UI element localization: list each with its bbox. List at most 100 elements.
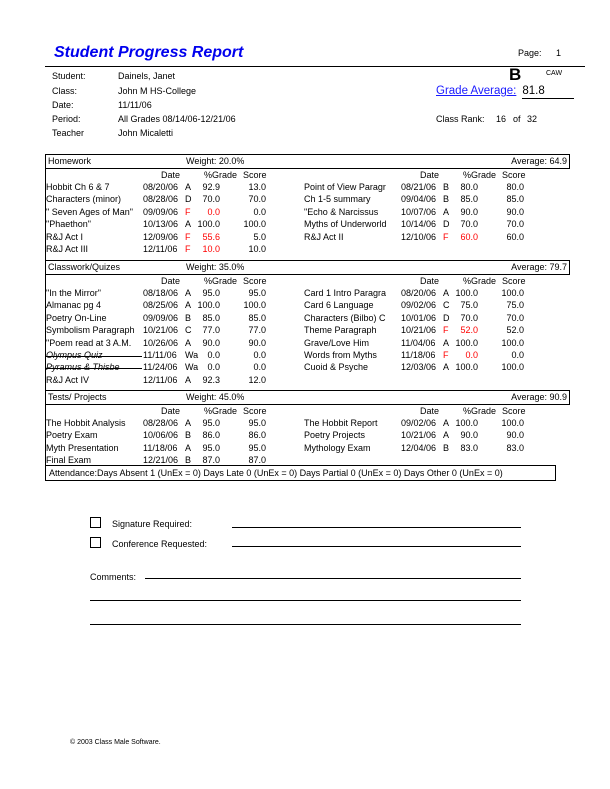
column-header-score: Score	[243, 406, 267, 416]
letter-grade: B	[509, 65, 522, 84]
grade-item-score: 77.0	[248, 325, 266, 336]
field-label: Class:	[52, 86, 78, 96]
signature-line[interactable]	[232, 527, 521, 528]
grade-item-name: Cuoid & Psyche	[304, 362, 369, 373]
grade-item-date: 11/18/06	[401, 350, 436, 360]
grade-item-pct: 100.0	[455, 362, 478, 373]
grade-item-letter: A	[443, 418, 450, 428]
grade-item-date: 12/11/06	[143, 374, 178, 385]
grade-item-pct: 86.0	[202, 430, 220, 441]
grade-item-pct: 0.0	[207, 362, 220, 373]
header-divider	[45, 66, 585, 67]
field-value: Dainels, Janet	[118, 71, 176, 81]
comments-line-2[interactable]	[90, 600, 521, 601]
grade-item-score: 0.0	[253, 350, 266, 360]
column-header-date: Date	[161, 406, 181, 416]
grade-item-date: 10/06/06	[143, 430, 179, 441]
grade-item-score: 90.0	[506, 206, 524, 217]
section-header	[45, 154, 570, 169]
field-value: 11/11/06	[118, 100, 152, 110]
comments-line-1[interactable]	[145, 578, 521, 579]
grade-item-name: Ch 1-5 summary	[304, 194, 371, 205]
grade-item-letter: A	[443, 430, 450, 441]
grade-item-letter: Wa	[185, 362, 199, 373]
grade-item-name: R&J Act I	[46, 231, 84, 242]
grade-item-name: The Hobbit Analysis	[46, 418, 126, 428]
grade-item-pct: 80.0	[460, 182, 478, 192]
grade-item-score: 85.0	[248, 312, 266, 323]
comments-line-3[interactable]	[90, 624, 521, 625]
grade-item-score: 13.0	[248, 182, 266, 192]
grade-item-name: Poetry Exam	[46, 430, 98, 441]
grade-item-pct: 100.0	[197, 300, 220, 311]
grade-item-score: 90.0	[248, 337, 266, 348]
field-value: John M HS-College	[118, 86, 197, 96]
grade-item-date: 10/21/06	[401, 325, 437, 336]
field-label: Teacher	[52, 128, 85, 138]
grade-item-score: 95.0	[248, 442, 266, 453]
grade-item-score: 60.0	[506, 231, 524, 242]
column-header-date: Date	[161, 170, 181, 180]
column-header-score: Score	[502, 406, 526, 416]
conference-line[interactable]	[232, 546, 521, 547]
page-label: Page:	[518, 48, 542, 58]
grade-item-letter: Wa	[185, 350, 199, 360]
grade-item-letter: F	[443, 325, 449, 336]
grade-item-date: 08/20/06	[143, 182, 179, 192]
column-header-pct: %Grade	[463, 170, 497, 180]
grade-item-score: 100.0	[501, 288, 524, 298]
grade-item-letter: F	[185, 206, 191, 217]
grade-item-name: Hobbit Ch 6 & 7	[46, 182, 110, 192]
grade-item-name: "Phaethon"	[46, 219, 91, 230]
grade-average-link[interactable]: Grade Average:	[436, 85, 517, 97]
grade-item-pct: 0.0	[207, 206, 220, 217]
grade-item-pct: 87.0	[202, 455, 220, 466]
conference-checkbox[interactable]	[90, 537, 101, 548]
column-header-date: Date	[161, 276, 181, 286]
grade-item-score: 86.0	[248, 430, 266, 441]
grade-item-score: 70.0	[506, 312, 524, 323]
grade-item-pct: 70.0	[460, 219, 478, 230]
grade-item-date: 11/24/06	[143, 362, 178, 373]
field-label: Period:	[52, 114, 81, 124]
grade-item-pct: 75.0	[460, 300, 478, 311]
grade-item-name: Myth Presentation	[46, 442, 119, 453]
grade-item-date: 12/11/06	[143, 244, 178, 254]
grade-item-name: Grave/Love Him	[304, 337, 370, 348]
field-label: Date:	[52, 100, 74, 110]
grade-item-date: 10/21/06	[401, 430, 437, 441]
grade-item-name: Poetry Projects	[304, 430, 366, 441]
grade-item-date: 09/09/06	[143, 206, 179, 217]
grade-item-date: 11/11/06	[143, 350, 177, 360]
grade-item-letter: D	[185, 194, 192, 205]
grade-item-score: 0.0	[253, 206, 266, 217]
grade-item-score: 100.0	[243, 219, 266, 230]
grade-item-date: 11/18/06	[143, 442, 178, 453]
grade-item-name: Olympus Quiz	[46, 350, 103, 360]
signature-checkbox[interactable]	[90, 517, 101, 528]
grade-item-name: R&J Act IV	[46, 374, 90, 385]
grade-item-score: 5.0	[253, 231, 266, 242]
grade-item-pct: 95.0	[202, 418, 220, 428]
grade-item-name: Card 1 Intro Paragra	[304, 288, 387, 298]
grade-item-date: 12/21/06	[143, 455, 179, 466]
grade-item-pct: 83.0	[460, 442, 478, 453]
grade-item-score: 80.0	[506, 182, 524, 192]
grade-item-score: 100.0	[501, 362, 524, 373]
grade-item-name: R&J Act II	[304, 231, 344, 242]
class-rank-label: Class Rank:	[436, 114, 485, 124]
grade-item-date: 12/04/06	[401, 442, 437, 453]
of-label: of	[513, 114, 521, 124]
grade-item-pct: 95.0	[202, 288, 220, 298]
class-rank-value: 16	[496, 114, 507, 124]
conference-label: Conference Requested:	[112, 539, 208, 549]
signature-label: Signature Required:	[112, 519, 193, 529]
grade-item-date: 08/20/06	[401, 288, 437, 298]
section-name: Homework	[48, 156, 92, 166]
grade-item-score: 0.0	[253, 362, 266, 373]
attendance-box: Attendance:Days Absent 1 (UnEx = 0) Days…	[45, 465, 556, 481]
grade-item-pct: 90.0	[460, 430, 478, 441]
grade-item-letter: F	[443, 350, 449, 360]
grade-item-date: 10/07/06	[401, 206, 437, 217]
grade-item-name: Characters (minor)	[46, 194, 122, 205]
